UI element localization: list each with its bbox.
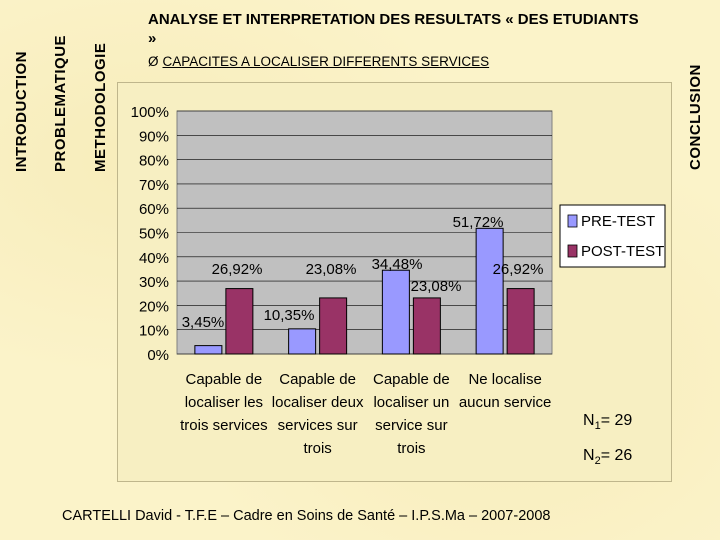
y-tick-label: 0% (147, 347, 169, 364)
data-label: 26,92% (212, 261, 263, 278)
data-label: 26,92% (493, 261, 544, 278)
x-category-label: localiser un (373, 394, 449, 411)
y-tick-label: 100% (131, 104, 169, 121)
legend-label: PRE-TEST (581, 213, 655, 230)
data-label: 10,35% (264, 307, 315, 324)
legend-box (559, 204, 666, 268)
sample-size-n2: N2= 26 (583, 447, 632, 467)
subtitle-text: CAPACITES A LOCALISER DIFFERENTS SERVICE… (162, 54, 490, 69)
bar (475, 227, 504, 355)
x-category-label: Ne localise (468, 371, 541, 388)
y-tick-label: 10% (139, 323, 169, 340)
slide-subtitle: Ø CAPACITES A LOCALISER DIFFERENTS SERVIC… (148, 54, 489, 69)
y-tick-label: 60% (139, 201, 169, 218)
data-label: 34,48% (372, 256, 423, 273)
x-category-label: aucun service (459, 394, 552, 411)
data-label: 23,08% (306, 261, 357, 278)
y-tick-label: 20% (139, 298, 169, 315)
sample-size-n1: N1= 29 (583, 412, 632, 432)
slide-title: ANALYSE ET INTERPRETATION DES RESULTATS … (148, 11, 639, 47)
x-category-label: Capable de (186, 371, 263, 388)
x-category-label: trois services (180, 417, 268, 434)
bar (412, 297, 441, 355)
legend-swatch (567, 244, 578, 258)
bar (381, 269, 410, 355)
bar (194, 345, 223, 355)
x-category-label: service sur (375, 417, 448, 434)
x-category-label: Capable de (279, 371, 356, 388)
y-tick-label: 30% (139, 274, 169, 291)
x-category-label: services sur (278, 417, 358, 434)
data-label: 3,45% (182, 314, 225, 331)
bar (288, 328, 317, 355)
x-category-label: trois (303, 440, 331, 457)
x-category-label: Capable de (373, 371, 450, 388)
legend-swatch (567, 214, 578, 228)
bullet-arrow-icon: Ø (148, 54, 159, 69)
bar (319, 297, 348, 355)
y-tick-label: 50% (139, 226, 169, 243)
y-tick-label: 90% (139, 128, 169, 145)
footer-credit: CARTELLI David - T.F.E – Cadre en Soins … (62, 508, 551, 524)
x-category-label: localiser les (185, 394, 263, 411)
data-label: 51,72% (453, 214, 504, 231)
y-tick-label: 70% (139, 177, 169, 194)
data-label: 23,08% (411, 278, 462, 295)
bar (225, 288, 254, 355)
legend-label: POST-TEST (581, 243, 664, 260)
y-tick-label: 80% (139, 153, 169, 170)
x-category-label: localiser deux (272, 394, 364, 411)
x-category-label: trois (397, 440, 425, 457)
bar (506, 288, 535, 355)
y-tick-label: 40% (139, 250, 169, 267)
